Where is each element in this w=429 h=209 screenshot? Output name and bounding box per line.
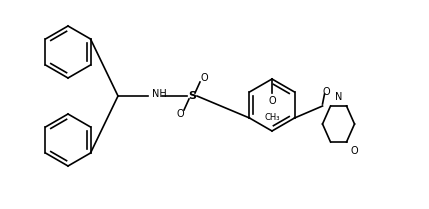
Text: O: O <box>350 146 358 156</box>
Text: N: N <box>335 92 342 102</box>
Text: O: O <box>176 109 184 119</box>
Text: O: O <box>200 73 208 83</box>
Text: CH₃: CH₃ <box>264 113 280 122</box>
Text: NH: NH <box>152 89 167 99</box>
Text: O: O <box>268 96 276 106</box>
Text: S: S <box>188 91 196 101</box>
Text: O: O <box>323 87 330 97</box>
